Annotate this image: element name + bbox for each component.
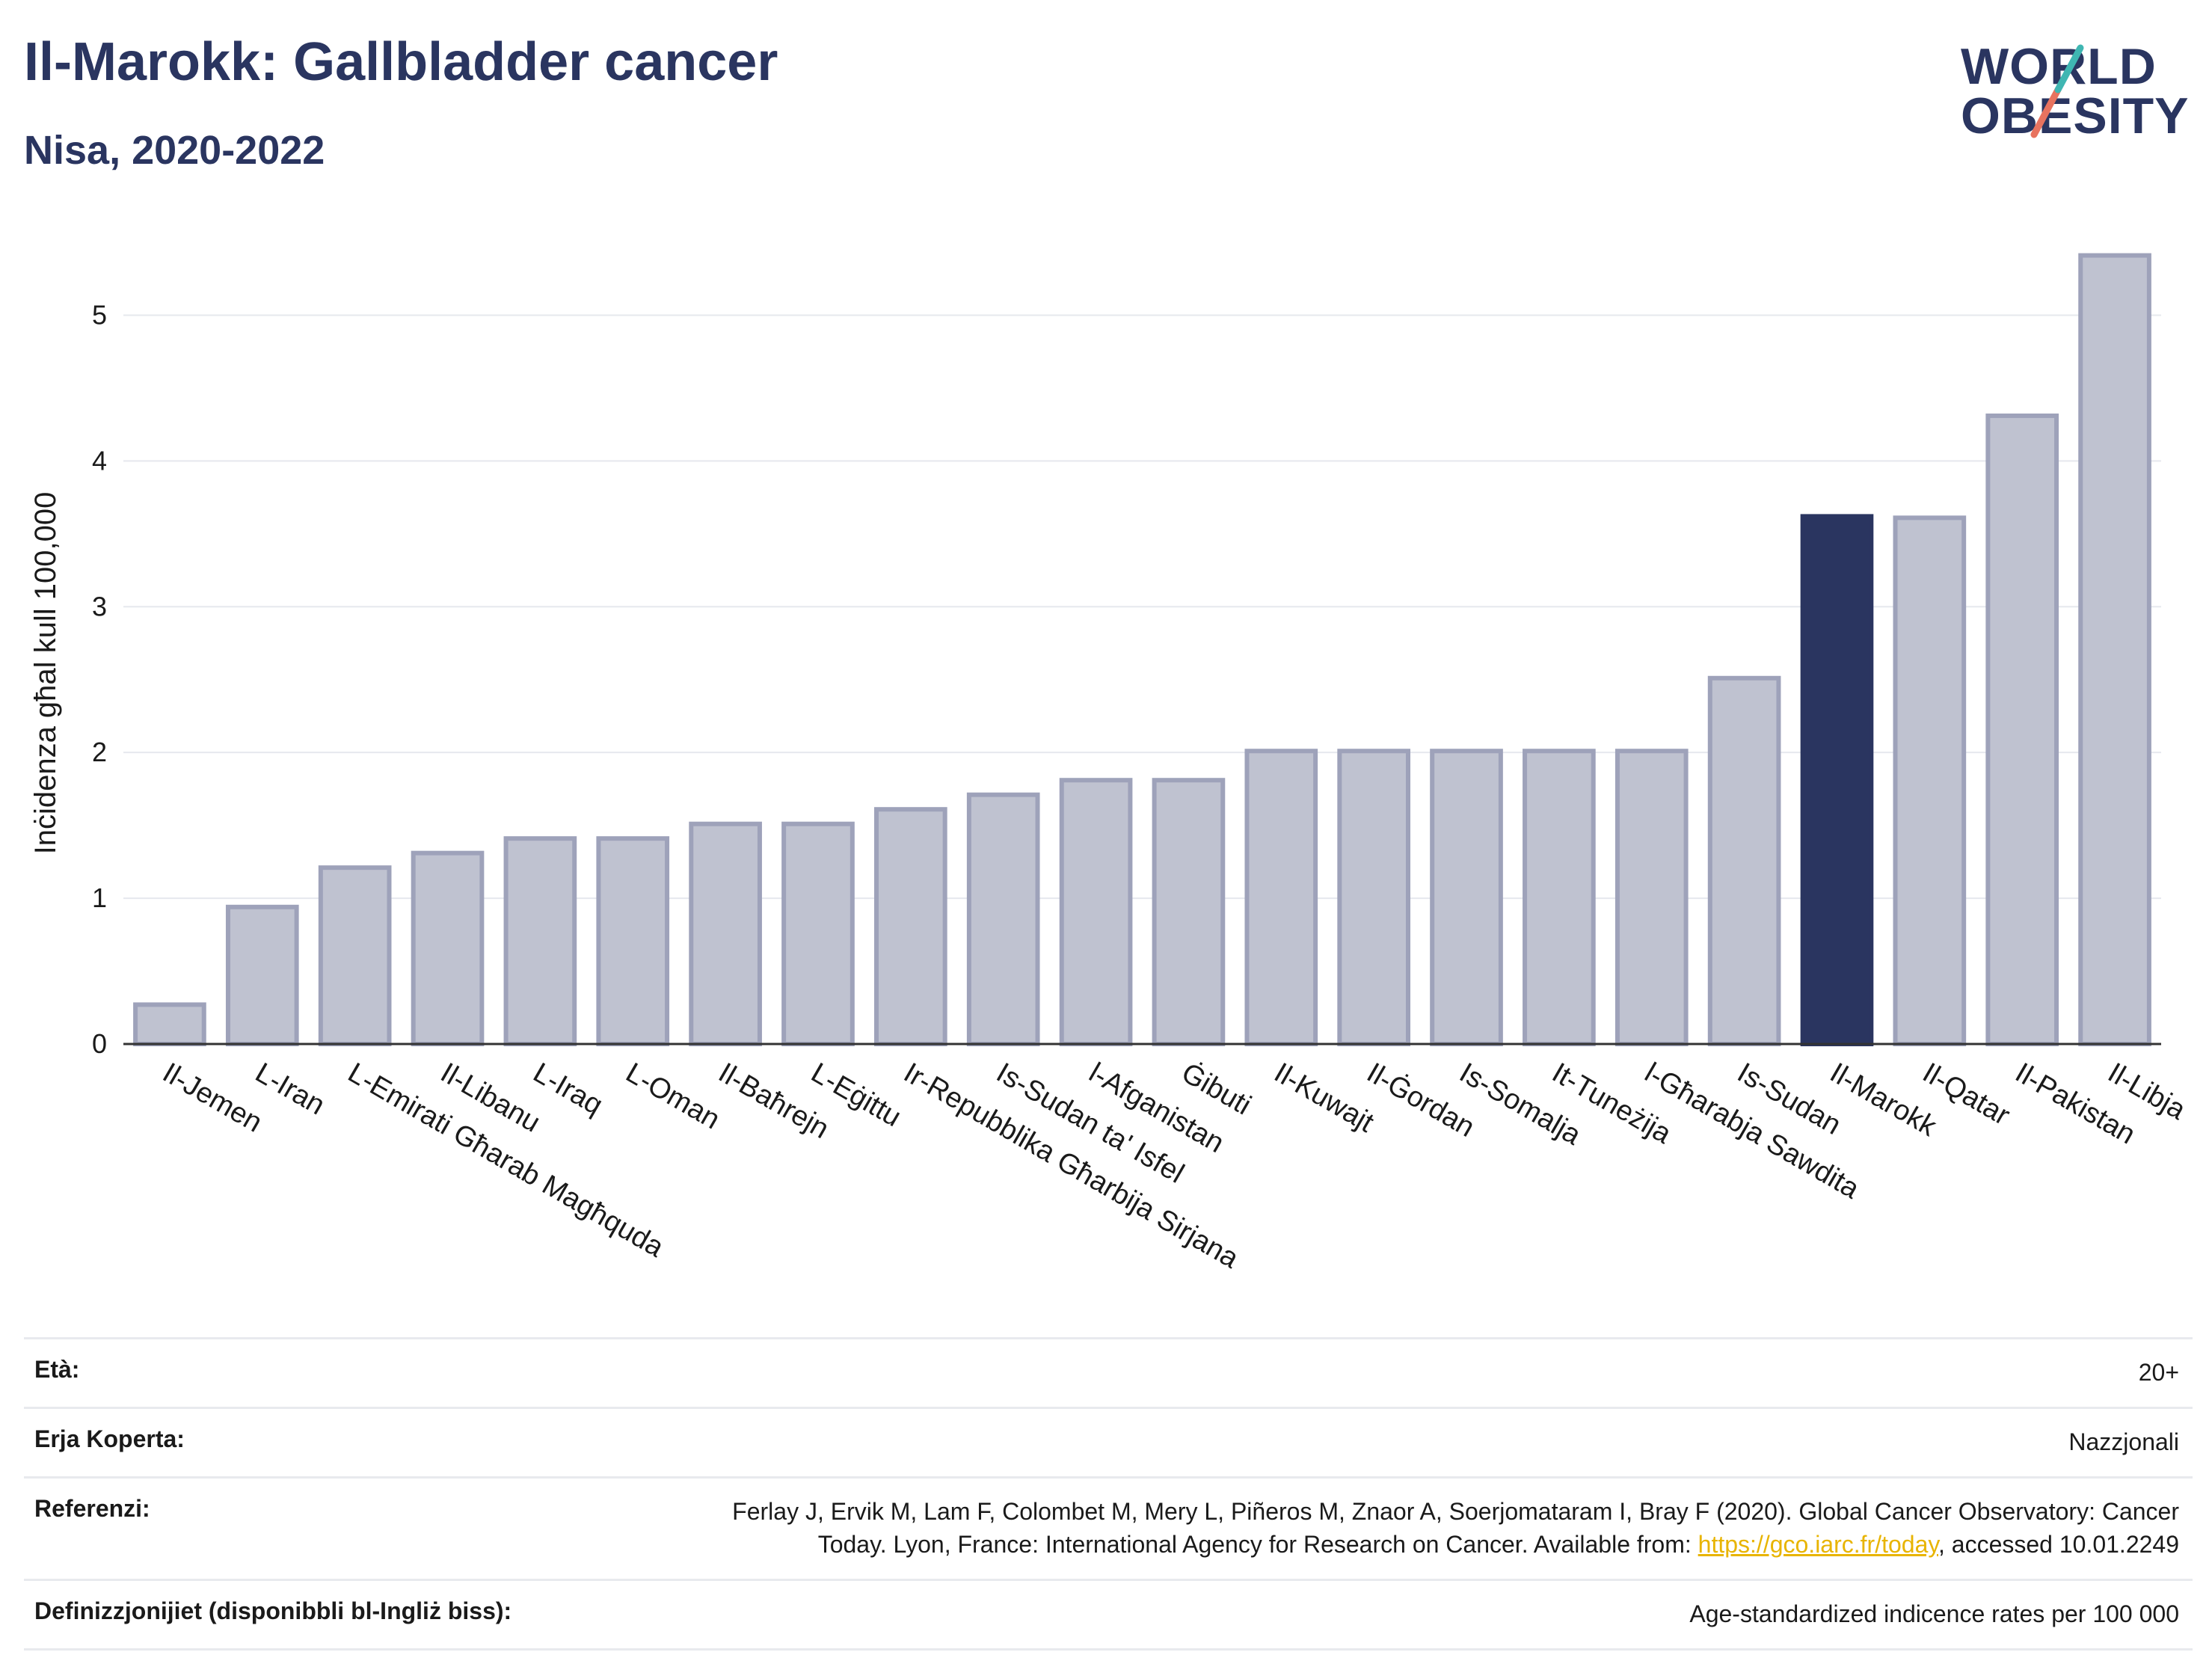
- references-label: Referenzi:: [34, 1495, 150, 1522]
- footer-table: Età: 20+ Erja Koperta: Nazzjonali Refere…: [24, 1337, 2193, 1651]
- x-tick-label: Il-Jemen: [157, 1057, 267, 1138]
- bar: [1059, 778, 1133, 1046]
- references-line1: Ferlay J, Ervik M, Lam F, Colombet M, Me…: [732, 1498, 2179, 1525]
- bar: [133, 1002, 206, 1046]
- bar: [1337, 749, 1410, 1046]
- y-tick-label: 2: [92, 737, 107, 767]
- footer-row-age: Età: 20+: [24, 1337, 2193, 1407]
- bar: [1707, 675, 1781, 1047]
- bar: [1430, 749, 1503, 1046]
- y-axis-ticks: 0 1 2 3 4 5: [92, 299, 107, 1059]
- footer-row-definitions: Definizzjonijiet (disponibbli bl-Ingliż …: [24, 1579, 2193, 1651]
- y-tick-label: 1: [92, 882, 107, 913]
- chart-title: Il-Marokk: Gallbladder cancer: [24, 32, 778, 92]
- bar: [874, 807, 947, 1046]
- y-axis-label: Inċidenza għal kull 100,000: [29, 492, 62, 855]
- bar: [1615, 749, 1689, 1046]
- bar: [1985, 413, 2059, 1046]
- bar: [1523, 749, 1596, 1046]
- bar: [2078, 253, 2151, 1046]
- bar: [689, 821, 762, 1046]
- logo-text-obesity: OBESITY: [1961, 87, 2190, 144]
- chart-subtitle: Nisa, 2020-2022: [24, 128, 325, 173]
- age-label: Età:: [34, 1356, 80, 1383]
- bar: [411, 850, 485, 1046]
- y-tick-label: 4: [92, 445, 107, 476]
- references-link[interactable]: https://gco.iarc.fr/today: [1698, 1531, 1938, 1558]
- bar-highlighted: [1800, 514, 1874, 1046]
- x-tick-label: L-Oman: [621, 1057, 725, 1135]
- bar: [781, 821, 855, 1046]
- y-tick-label: 5: [92, 299, 107, 330]
- y-tick-label: 0: [92, 1028, 107, 1059]
- x-tick-label: Il-Marokk: [1825, 1057, 1942, 1143]
- bar: [966, 792, 1040, 1046]
- world-obesity-logo: WORLD OBESITY: [1952, 22, 2199, 157]
- bar: [318, 865, 392, 1046]
- footer-row-area: Erja Koperta: Nazzjonali: [24, 1407, 2193, 1476]
- references-line2-post: , accessed 10.01.2249: [1938, 1531, 2179, 1558]
- area-value: Nazzjonali: [2068, 1428, 2179, 1455]
- bar: [225, 904, 299, 1046]
- bar: [503, 836, 577, 1046]
- definitions-label: Definizzjonijiet (disponibbli bl-Ingliż …: [34, 1597, 512, 1624]
- footer-row-references: Referenzi: Ferlay J, Ervik M, Lam F, Col…: [24, 1476, 2193, 1579]
- bars: [133, 253, 2151, 1047]
- references-value: Ferlay J, Ervik M, Lam F, Colombet M, Me…: [732, 1495, 2179, 1561]
- bar: [596, 836, 670, 1046]
- references-line2-pre: Today. Lyon, France: International Agenc…: [817, 1531, 1698, 1558]
- area-label: Erja Koperta:: [34, 1425, 185, 1452]
- age-value: 20+: [2138, 1359, 2179, 1386]
- logo-slash-icon: [2030, 44, 2084, 138]
- x-tick-label: Il-Kuwajt: [1269, 1057, 1380, 1138]
- definitions-value: Age-standardized indicence rates per 100…: [1689, 1600, 2179, 1627]
- bar: [1152, 778, 1226, 1046]
- y-tick-label: 3: [92, 591, 107, 621]
- bar: [1244, 749, 1318, 1046]
- bar: [1893, 515, 1967, 1046]
